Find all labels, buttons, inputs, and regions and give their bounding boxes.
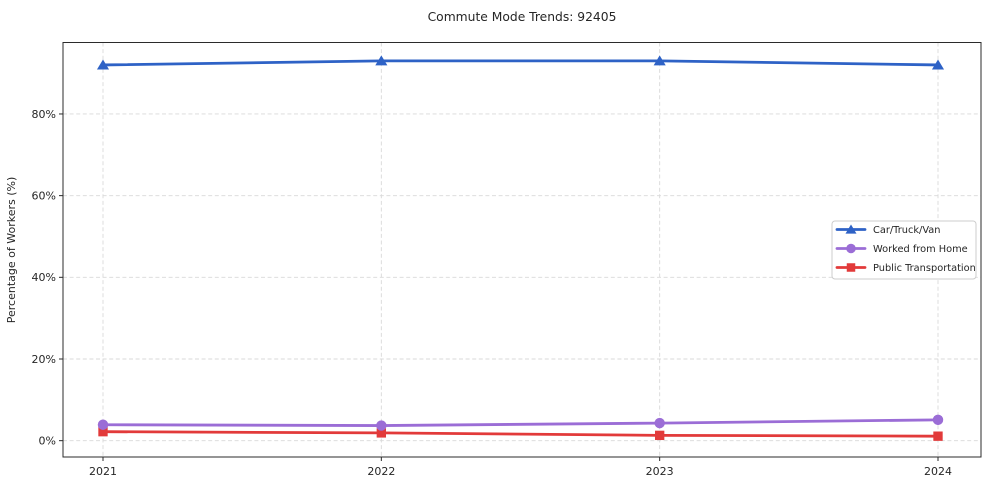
y-tick-label: 60% <box>32 189 56 202</box>
data-point-public-transportation-2024 <box>933 431 943 441</box>
legend-marker-circle <box>846 243 856 254</box>
data-point-car-truck-van-2021 <box>96 59 110 70</box>
x-tick-label: 2024 <box>924 465 952 478</box>
legend-label: Worked from Home <box>873 244 968 255</box>
series-line-worked-from-home <box>101 418 940 427</box>
legend-label: Public Transportation <box>873 263 976 274</box>
legend-marker-triangle <box>845 224 857 234</box>
series-line-car-truck-van <box>101 59 940 67</box>
plot-area <box>63 42 981 457</box>
series-layer <box>96 55 945 441</box>
x-tick-label: 2022 <box>367 465 395 478</box>
data-point-car-truck-van-2023 <box>653 55 666 66</box>
data-point-public-transportation-2023 <box>654 430 665 441</box>
data-point-worked-from-home-2022 <box>376 420 387 431</box>
y-axis-label: Percentage of Workers (%) <box>5 177 18 324</box>
series-line-public-transportation <box>101 430 940 438</box>
data-point-car-truck-van-2024 <box>931 59 945 70</box>
y-tick-label: 80% <box>32 108 56 121</box>
legend-box <box>831 220 977 280</box>
y-tick-label: 20% <box>32 353 56 366</box>
x-tick-label: 2023 <box>646 465 674 478</box>
x-tick-label: 2021 <box>89 465 117 478</box>
legend: Car/Truck/Van Worked from Home Public Tran… <box>831 220 977 280</box>
data-point-worked-from-home-2023 <box>654 417 665 429</box>
data-point-worked-from-home-2024 <box>932 414 944 426</box>
chart-title: Commute Mode Trends: 92405 <box>428 10 617 24</box>
legend-marker-square <box>846 263 856 272</box>
data-point-worked-from-home-2021 <box>97 419 109 430</box>
plot-border-rect <box>62 42 982 458</box>
data-point-public-transportation-2022 <box>376 428 387 438</box>
legend-item-public-transportation: Public Transportation <box>835 263 976 274</box>
legend-item-car-truck-van: Car/Truck/Van <box>835 224 940 236</box>
data-point-car-truck-van-2022 <box>375 55 388 66</box>
axis-ticks: 0% 20% 40% 60% 80% 2021 2022 2023 2024 <box>32 108 952 478</box>
data-point-public-transportation-2021 <box>98 427 108 437</box>
y-tick-label: 0% <box>39 434 56 447</box>
y-tick-label: 40% <box>32 271 56 284</box>
plot-border <box>62 42 982 458</box>
grid-layer <box>63 42 981 457</box>
legend-item-worked-from-home: Worked from Home <box>835 243 968 255</box>
legend-label: Car/Truck/Van <box>873 225 940 236</box>
